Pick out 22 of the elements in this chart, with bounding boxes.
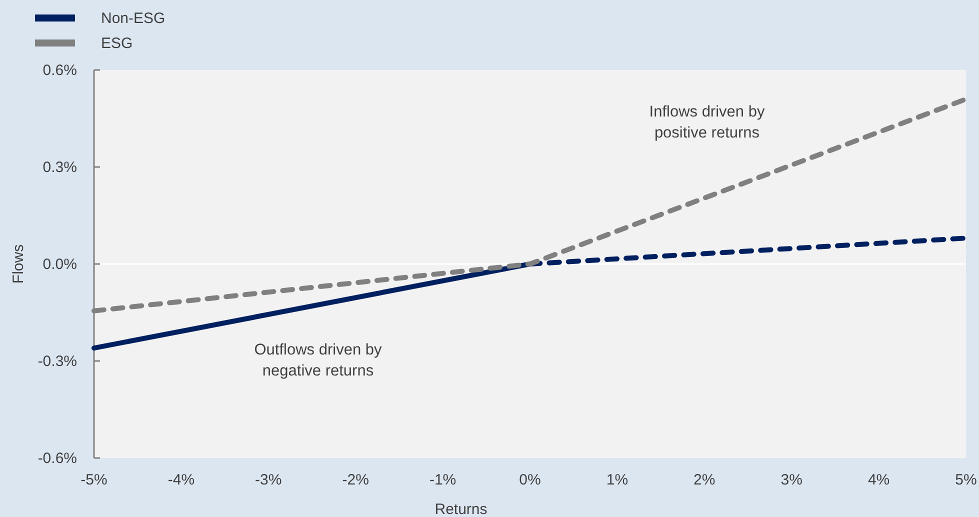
x-tick-label: -3%	[255, 472, 282, 489]
y-tick-label: 0.0%	[42, 256, 77, 273]
x-tick-label: -4%	[168, 472, 195, 489]
legend-label: Non-ESG	[101, 10, 166, 27]
legend-label: ESG	[101, 35, 133, 52]
x-axis-title: Returns	[434, 501, 488, 517]
y-axis-title: Flows	[10, 244, 27, 284]
x-tick-label: 3%	[780, 472, 802, 489]
annotation: Outflows driven by negative returns	[254, 342, 382, 380]
annotation: Inflows driven by positive returns	[649, 104, 765, 142]
x-tick-label: 5%	[955, 472, 977, 489]
x-tick-label: 2%	[694, 472, 716, 489]
y-tick-label: 0.3%	[42, 158, 77, 176]
x-tick-label: 0%	[519, 472, 541, 489]
x-tick-label: -5%	[80, 472, 108, 489]
x-tick-label: 4%	[868, 472, 890, 489]
x-tick-label: -2%	[342, 472, 369, 489]
y-tick-label: 0.6%	[42, 62, 77, 79]
y-tick-label: -0.6%	[38, 450, 77, 467]
y-tick-label: -0.3%	[38, 352, 77, 370]
x-tick-label: 1%	[606, 472, 628, 489]
x-tick-label: -1%	[429, 472, 456, 489]
